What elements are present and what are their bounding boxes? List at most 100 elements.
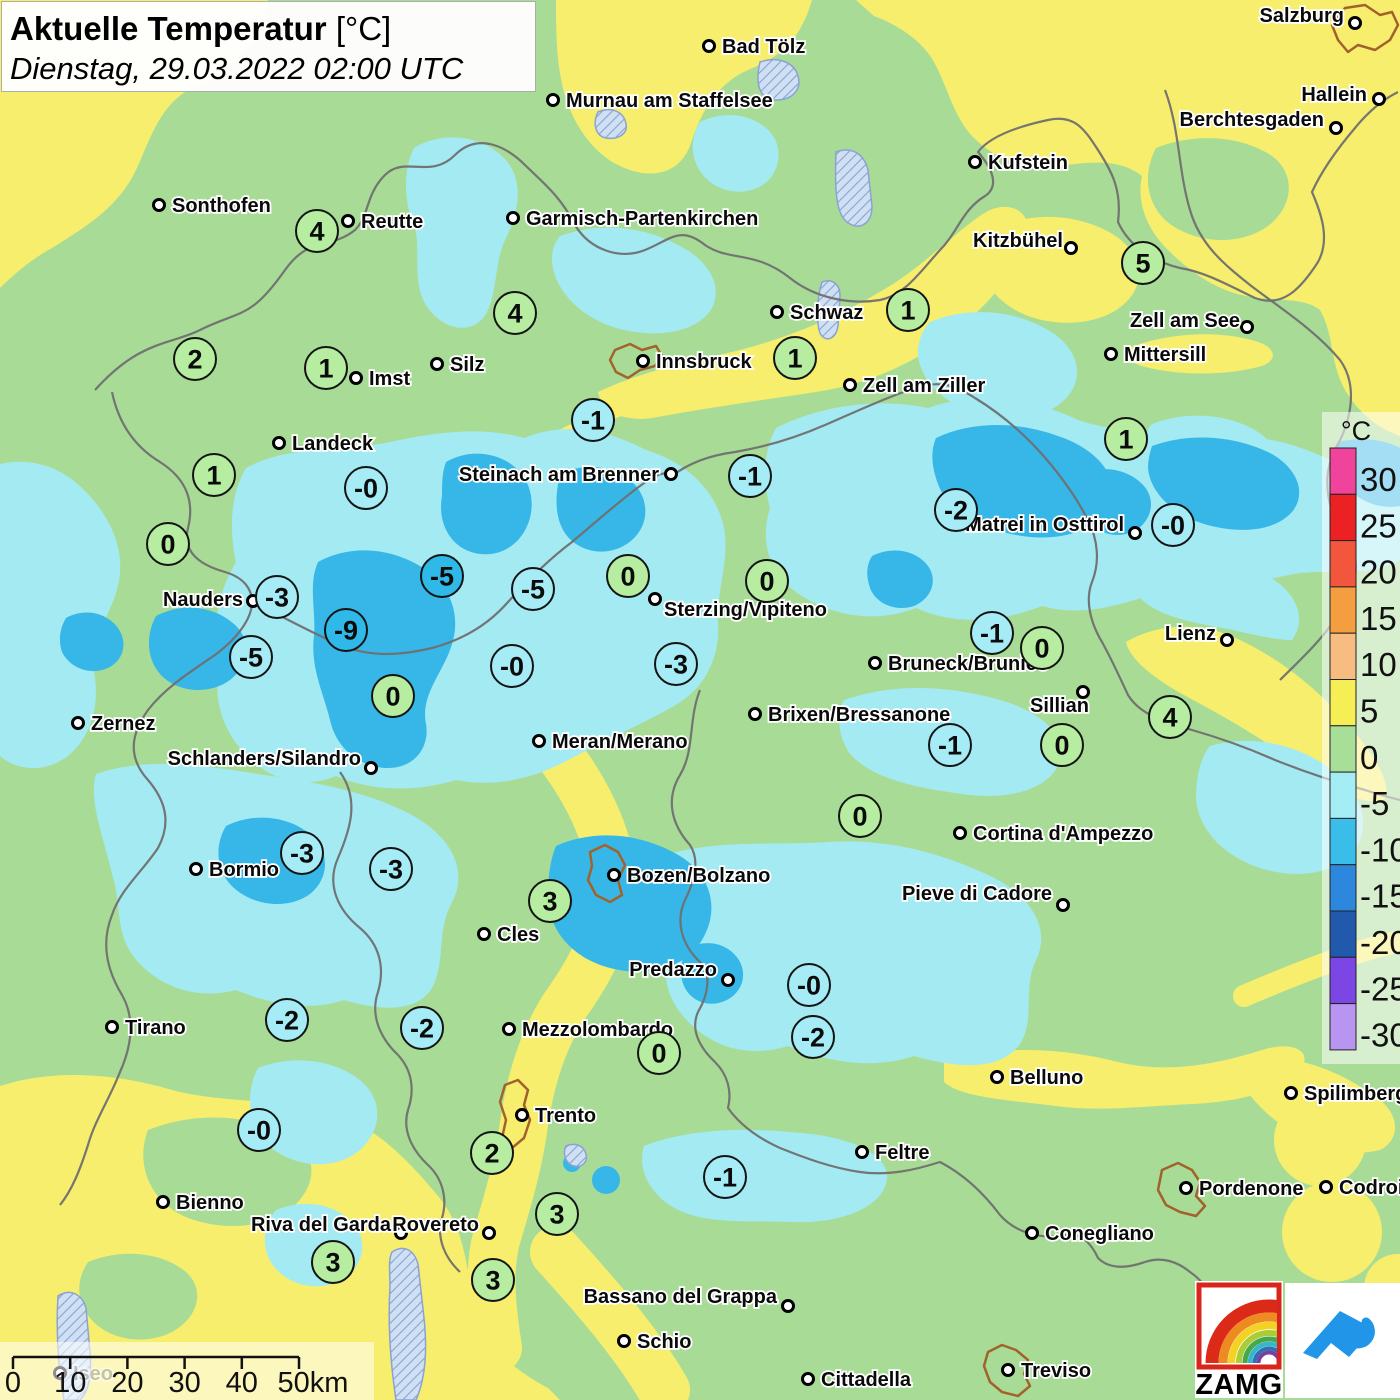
legend-swatch	[1329, 864, 1357, 912]
cloud-curl-icon	[1345, 1317, 1375, 1349]
city-marker	[1372, 92, 1386, 106]
legend-value-label: 30	[1360, 461, 1397, 498]
temperature-stations: 4 5 4 1 2 1 1 -1 1 1 -1 -0 -2 -0 0 -5 -5 0 0 -3 -9 -1 0 -5 -0 -3 4…	[146, 209, 1195, 1302]
temperature-value: -3	[265, 583, 289, 613]
temperature-value: 0	[160, 530, 175, 560]
city-marker	[532, 734, 546, 748]
legend-swatch	[1329, 493, 1357, 542]
city-label: Murnau am Staffelsee	[566, 90, 773, 112]
city-marker	[394, 1226, 408, 1240]
temperature-marker	[295, 209, 339, 253]
city-label: Belluno	[1010, 1067, 1083, 1089]
city-label: Cortina d'Ampezzo	[973, 823, 1153, 845]
legend-value-label: -20	[1360, 924, 1400, 961]
legend-swatch	[1329, 725, 1357, 773]
title-box: Aktuelle Temperatur [°C] Dienstag, 29.03…	[1, 1, 536, 92]
city-label: Meran/Merano	[552, 731, 688, 753]
city-label: Reutte	[361, 211, 423, 233]
city-label: Tirano	[125, 1017, 186, 1039]
temperature-marker	[773, 336, 817, 380]
city-marker	[664, 467, 678, 481]
path-shape	[1126, 626, 1387, 802]
path-shape	[1247, 1341, 1277, 1364]
city-label: Sillian	[1030, 695, 1089, 717]
city-label: Schio	[637, 1331, 691, 1353]
city-label: Codroipo	[1339, 1177, 1400, 1199]
temperature-marker	[280, 831, 324, 875]
path-shape	[498, 1078, 532, 1150]
partner-logo	[1285, 1283, 1400, 1398]
city-marker	[152, 198, 166, 212]
temperature-marker	[571, 398, 615, 442]
city-label: Bruneck/Brunico	[888, 653, 1049, 675]
city-label: Zell am See	[1130, 310, 1240, 332]
scale-tick-label: 10	[54, 1367, 86, 1399]
city-label: Schlanders/Silandro	[168, 748, 361, 770]
path-shape	[642, 1129, 888, 1223]
temperature-marker	[420, 554, 464, 598]
temperature-marker	[654, 642, 698, 686]
legend-swatch	[1329, 771, 1357, 819]
path-shape	[1156, 1161, 1207, 1218]
city-marker	[341, 214, 355, 228]
path-shape	[594, 108, 627, 140]
city-label: Nauders	[163, 589, 243, 611]
city-label: Feltre	[875, 1142, 929, 1164]
temperature-marker	[471, 1258, 515, 1302]
city-marker	[968, 155, 982, 169]
city-marker	[1104, 347, 1118, 361]
circle-shape	[1282, 1182, 1382, 1282]
zamg-logo: ZAMG	[1195, 1281, 1283, 1400]
city-marker	[953, 826, 967, 840]
city-marker	[349, 371, 363, 385]
path-shape	[405, 137, 518, 328]
temperature-value: -3	[379, 855, 403, 885]
zamg-rainbow-icon	[1205, 1299, 1277, 1364]
city-label: Treviso	[1021, 1360, 1091, 1382]
legend-value-label: -25	[1360, 970, 1400, 1007]
temperature-value: -1	[581, 406, 605, 436]
scale-tick-label: 40	[226, 1367, 258, 1399]
city-label: Predazzo	[629, 959, 717, 981]
city-marker	[1056, 898, 1070, 912]
city-label: Bozen/Bolzano	[627, 865, 770, 887]
path-shape	[530, 1226, 690, 1400]
city-marker	[1025, 1226, 1039, 1240]
city-label: Pordenone	[1199, 1178, 1303, 1200]
zamg-logo-text: ZAMG	[1195, 1369, 1282, 1400]
city-label: Matrei in Osttirol	[965, 514, 1124, 536]
temperature-marker	[146, 522, 190, 566]
scale-tick-label: 0	[5, 1367, 21, 1399]
temperature-value: -1	[713, 1163, 737, 1193]
city-label: Innsbruck	[656, 351, 752, 373]
path-shape	[1076, 469, 1151, 535]
legend-value-label: -15	[1360, 878, 1400, 915]
temperature-marker	[311, 1240, 355, 1284]
legend-unit-label: °C	[1341, 416, 1371, 446]
path-shape	[312, 550, 456, 768]
legend-value-label: -10	[1360, 831, 1400, 868]
temperature-marker	[1121, 241, 1165, 285]
temperature-marker	[745, 559, 789, 603]
city-label: Sterzing/Vipiteno	[664, 599, 827, 621]
city-marker	[1179, 1181, 1193, 1195]
temperature-value: -1	[738, 462, 762, 492]
city-marker	[1064, 241, 1078, 255]
city-label: Zell am Ziller	[863, 375, 985, 397]
legend-value-label: -30	[1360, 1017, 1400, 1054]
city-marker	[748, 707, 762, 721]
temperature-value: 0	[385, 682, 400, 712]
path-shape	[1132, 557, 1300, 640]
path-shape	[250, 1060, 378, 1165]
city-marker	[1329, 121, 1343, 135]
city-marker	[506, 211, 520, 225]
temperature-marker	[369, 847, 413, 891]
temperature-marker	[791, 1015, 835, 1059]
temperature-marker	[192, 453, 236, 497]
path-shape	[1196, 740, 1364, 874]
temperature-marker	[229, 635, 273, 679]
city-marker	[272, 436, 286, 450]
temperature-marker	[255, 575, 299, 619]
temperature-value: -3	[290, 839, 314, 869]
city-label: Hallein	[1301, 84, 1367, 106]
